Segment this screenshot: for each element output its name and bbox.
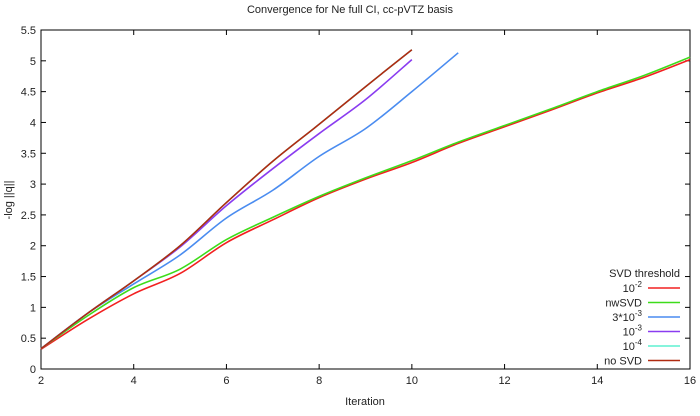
legend-label: 10-3 xyxy=(623,324,643,339)
x-axis-label: Iteration xyxy=(345,396,385,408)
x-tick-label: 14 xyxy=(591,375,603,387)
legend-title: SVD threshold xyxy=(609,268,680,280)
y-tick-label: 2 xyxy=(30,241,36,253)
chart-title: Convergence for Ne full CI, cc-pVTZ basi… xyxy=(247,4,454,16)
x-tick-label: 10 xyxy=(406,375,418,387)
x-tick-label: 12 xyxy=(498,375,510,387)
y-tick-label: 1 xyxy=(30,302,36,314)
y-tick-label: 0.5 xyxy=(21,333,36,345)
y-tick-label: 3 xyxy=(30,179,36,191)
x-tick-label: 4 xyxy=(131,375,137,387)
y-axis-label: -log ||q|| xyxy=(3,181,15,220)
series-line xyxy=(40,58,691,350)
legend-label: 3*10-3 xyxy=(612,309,642,324)
legend-label: nwSVD xyxy=(605,298,642,310)
series-line xyxy=(40,52,459,350)
x-tick-label: 16 xyxy=(684,375,696,387)
x-tick-label: 6 xyxy=(223,375,229,387)
y-tick-label: 5.5 xyxy=(21,25,36,37)
x-tick-label: 2 xyxy=(38,375,44,387)
y-tick-label: 2.5 xyxy=(21,210,36,222)
y-tick-label: 4.5 xyxy=(21,87,36,99)
legend-label: 10-4 xyxy=(623,338,643,353)
y-tick-label: 5 xyxy=(30,56,36,68)
y-tick-label: 1.5 xyxy=(21,272,36,284)
plot-frame xyxy=(40,29,691,370)
series-line xyxy=(40,49,413,350)
y-tick-label: 0 xyxy=(30,364,36,376)
x-tick-label: 8 xyxy=(316,375,322,387)
legend-label: no SVD xyxy=(604,356,642,368)
series-line xyxy=(40,58,413,350)
legend-label: 10-2 xyxy=(623,280,643,295)
series-line xyxy=(40,56,691,350)
y-tick-label: 4 xyxy=(30,117,36,129)
y-tick-label: 3.5 xyxy=(21,148,36,160)
